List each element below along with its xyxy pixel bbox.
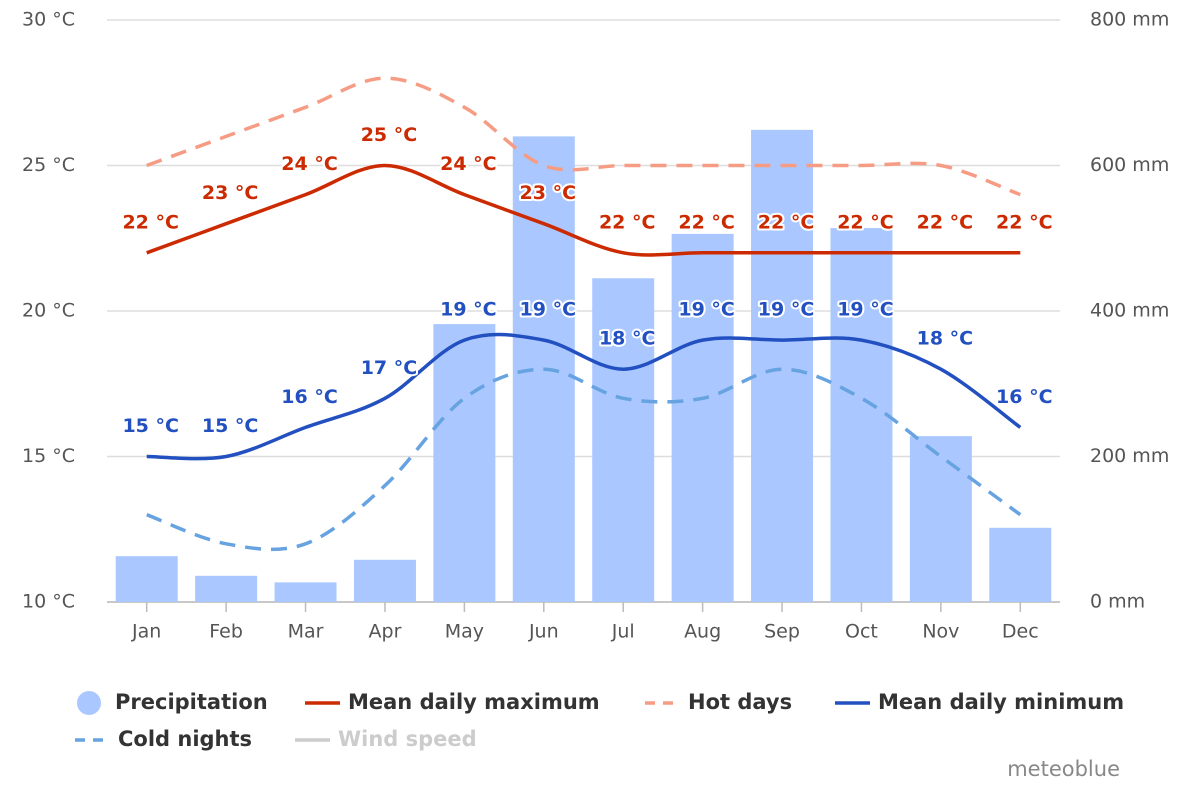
line <box>146 163 1021 257</box>
data-label: 22 °C <box>996 211 1053 233</box>
legend-label: Cold nights <box>118 727 252 751</box>
y-tick-label: 10 °C <box>22 591 75 613</box>
x-tick-label: Dec <box>1002 621 1039 643</box>
y2-tick-label: 600 mm <box>1090 154 1169 176</box>
data-label: 18 °C <box>917 328 974 350</box>
bar <box>830 228 893 602</box>
data-label: 19 °C <box>678 299 735 321</box>
bar <box>592 278 655 602</box>
x-tick-label: Nov <box>922 621 959 643</box>
y2-tick-label: 800 mm <box>1090 9 1169 31</box>
line <box>146 332 1022 461</box>
legend-symbol <box>77 691 101 715</box>
x-tick-label: Jan <box>131 621 161 643</box>
line <box>146 367 1022 552</box>
y-tick-label: 15 °C <box>22 445 75 467</box>
bar <box>353 559 416 602</box>
bar <box>274 582 337 602</box>
x-tick-label: Aug <box>684 621 721 643</box>
legend-label: Mean daily maximum <box>348 690 600 714</box>
x-tick-label: Feb <box>209 621 243 643</box>
data-label: 24 °C <box>281 153 338 175</box>
y2-tick-label: 200 mm <box>1090 445 1169 467</box>
data-label: 22 °C <box>758 211 815 233</box>
bar <box>671 233 734 602</box>
legend-label: Mean daily minimum <box>878 690 1124 714</box>
data-label: 23 °C <box>202 182 259 204</box>
legend-label: Precipitation <box>115 690 268 714</box>
data-label: 16 °C <box>996 386 1053 408</box>
data-label: 22 °C <box>599 211 656 233</box>
x-tick-label: Sep <box>764 621 800 643</box>
bar <box>989 527 1052 602</box>
data-label: 22 °C <box>678 211 735 233</box>
line <box>146 76 1021 197</box>
data-label: 19 °C <box>440 299 497 321</box>
data-label: 19 °C <box>520 299 577 321</box>
y-tick-label: 25 °C <box>22 154 75 176</box>
data-label: 24 °C <box>440 153 497 175</box>
data-label: 15 °C <box>122 415 179 437</box>
data-label: 16 °C <box>281 386 338 408</box>
credit: meteoblue <box>1007 757 1120 781</box>
x-tick-label: May <box>445 621 484 643</box>
bar <box>115 556 178 602</box>
y2-tick-label: 0 mm <box>1090 591 1145 613</box>
x-tick-label: Apr <box>369 621 402 643</box>
data-label: 17 °C <box>361 357 418 379</box>
bar <box>751 129 814 603</box>
bar <box>909 436 972 602</box>
data-label: 22 °C <box>917 211 974 233</box>
data-label: 18 °C <box>599 328 656 350</box>
y-tick-label: 30 °C <box>22 9 75 31</box>
data-label: 25 °C <box>361 124 418 146</box>
legend-label: Wind speed <box>338 727 477 751</box>
x-tick-label: Jul <box>611 621 635 643</box>
data-label: 15 °C <box>202 415 259 437</box>
data-label: 22 °C <box>837 211 894 233</box>
data-label: 23 °C <box>520 182 577 204</box>
x-tick-label: Oct <box>845 621 878 643</box>
x-tick-label: Mar <box>288 621 324 643</box>
y-tick-label: 20 °C <box>22 300 75 322</box>
data-label: 22 °C <box>122 211 179 233</box>
bar <box>195 575 258 602</box>
bar <box>433 324 496 602</box>
legend-label: Hot days <box>688 690 792 714</box>
x-tick-label: Jun <box>528 621 559 643</box>
y2-tick-label: 400 mm <box>1090 300 1169 322</box>
data-label: 19 °C <box>758 299 815 321</box>
data-label: 19 °C <box>837 299 894 321</box>
